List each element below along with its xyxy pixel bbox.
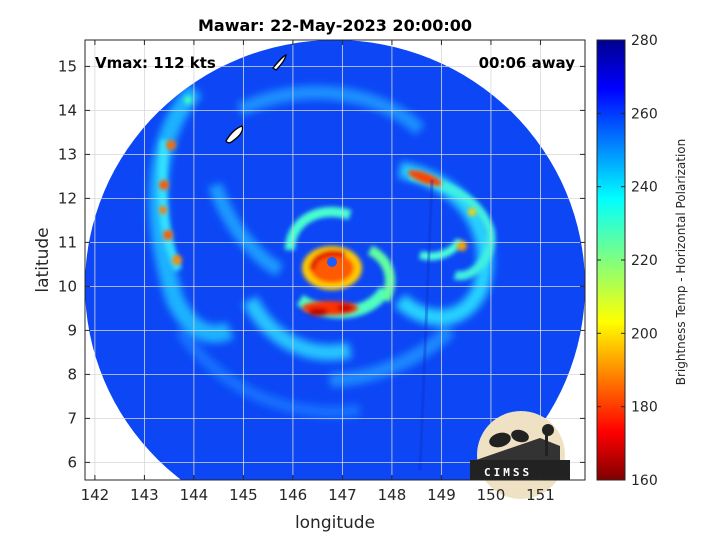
colorbar-tick-label: 160	[631, 473, 658, 489]
eyewall	[302, 246, 362, 316]
colorbar-tick-label: 260	[631, 106, 658, 122]
colorbar-ticks: 160 180 200 220 240 260 280	[597, 33, 658, 489]
y-tick-label: 14	[58, 101, 77, 119]
time-away-annotation: 00:06 away	[479, 54, 576, 72]
colorbar-label: Brightness Temp - Horizontal Polarizatio…	[674, 139, 688, 386]
x-tick-label: 151	[526, 486, 555, 504]
y-tick-label: 10	[58, 277, 77, 295]
x-tick-label: 150	[477, 486, 506, 504]
microwave-swath	[85, 40, 585, 480]
colorbar-tick-label: 280	[631, 33, 658, 49]
left-rainband-convection	[159, 96, 192, 265]
y-tick-label: 11	[58, 233, 77, 251]
colorbar-tick-label: 240	[631, 180, 658, 196]
x-tick-label: 142	[81, 486, 110, 504]
x-tick-label: 143	[130, 486, 159, 504]
y-tick-label: 7	[67, 409, 77, 427]
x-tick-label: 146	[279, 486, 308, 504]
cimss-logo: CIMSS	[470, 411, 570, 499]
colorbar-tick-label: 220	[631, 253, 658, 269]
chart-title: Mawar: 22-May-2023 20:00:00	[198, 16, 472, 35]
logo-text: CIMSS	[484, 466, 532, 479]
y-tick-label: 6	[67, 453, 77, 471]
y-tick-label: 8	[67, 365, 77, 383]
island-outlines	[225, 54, 287, 144]
island-rota	[272, 54, 287, 71]
colorbar-tick-label: 180	[631, 400, 658, 416]
outer-rainbands	[149, 83, 494, 418]
y-tick-label: 9	[67, 321, 77, 339]
x-tick-label: 144	[180, 486, 209, 504]
x-tick-label: 145	[229, 486, 258, 504]
x-axis-label: longitude	[295, 513, 375, 533]
y-axis-ticks: 6 7 8 9 10 11 12 13 14 15	[58, 57, 585, 471]
y-axis-label: latitude	[33, 227, 53, 292]
x-axis-ticks: 142 143 144 145 146 147 148 149 150 151	[81, 40, 555, 504]
right-rainband-convection	[407, 170, 476, 251]
colorbar	[596, 39, 626, 481]
vmax-annotation: Vmax: 112 kts	[95, 54, 216, 72]
y-tick-label: 15	[58, 57, 77, 75]
eye	[327, 257, 337, 267]
island-guam	[225, 125, 244, 144]
x-tick-label: 147	[328, 486, 357, 504]
y-tick-label: 12	[58, 189, 77, 207]
swath-scan-edge	[418, 179, 434, 471]
y-tick-label: 13	[58, 145, 77, 163]
x-tick-label: 148	[378, 486, 407, 504]
axes-box	[84, 39, 586, 481]
x-tick-label: 149	[427, 486, 456, 504]
colorbar-tick-label: 200	[631, 326, 658, 342]
